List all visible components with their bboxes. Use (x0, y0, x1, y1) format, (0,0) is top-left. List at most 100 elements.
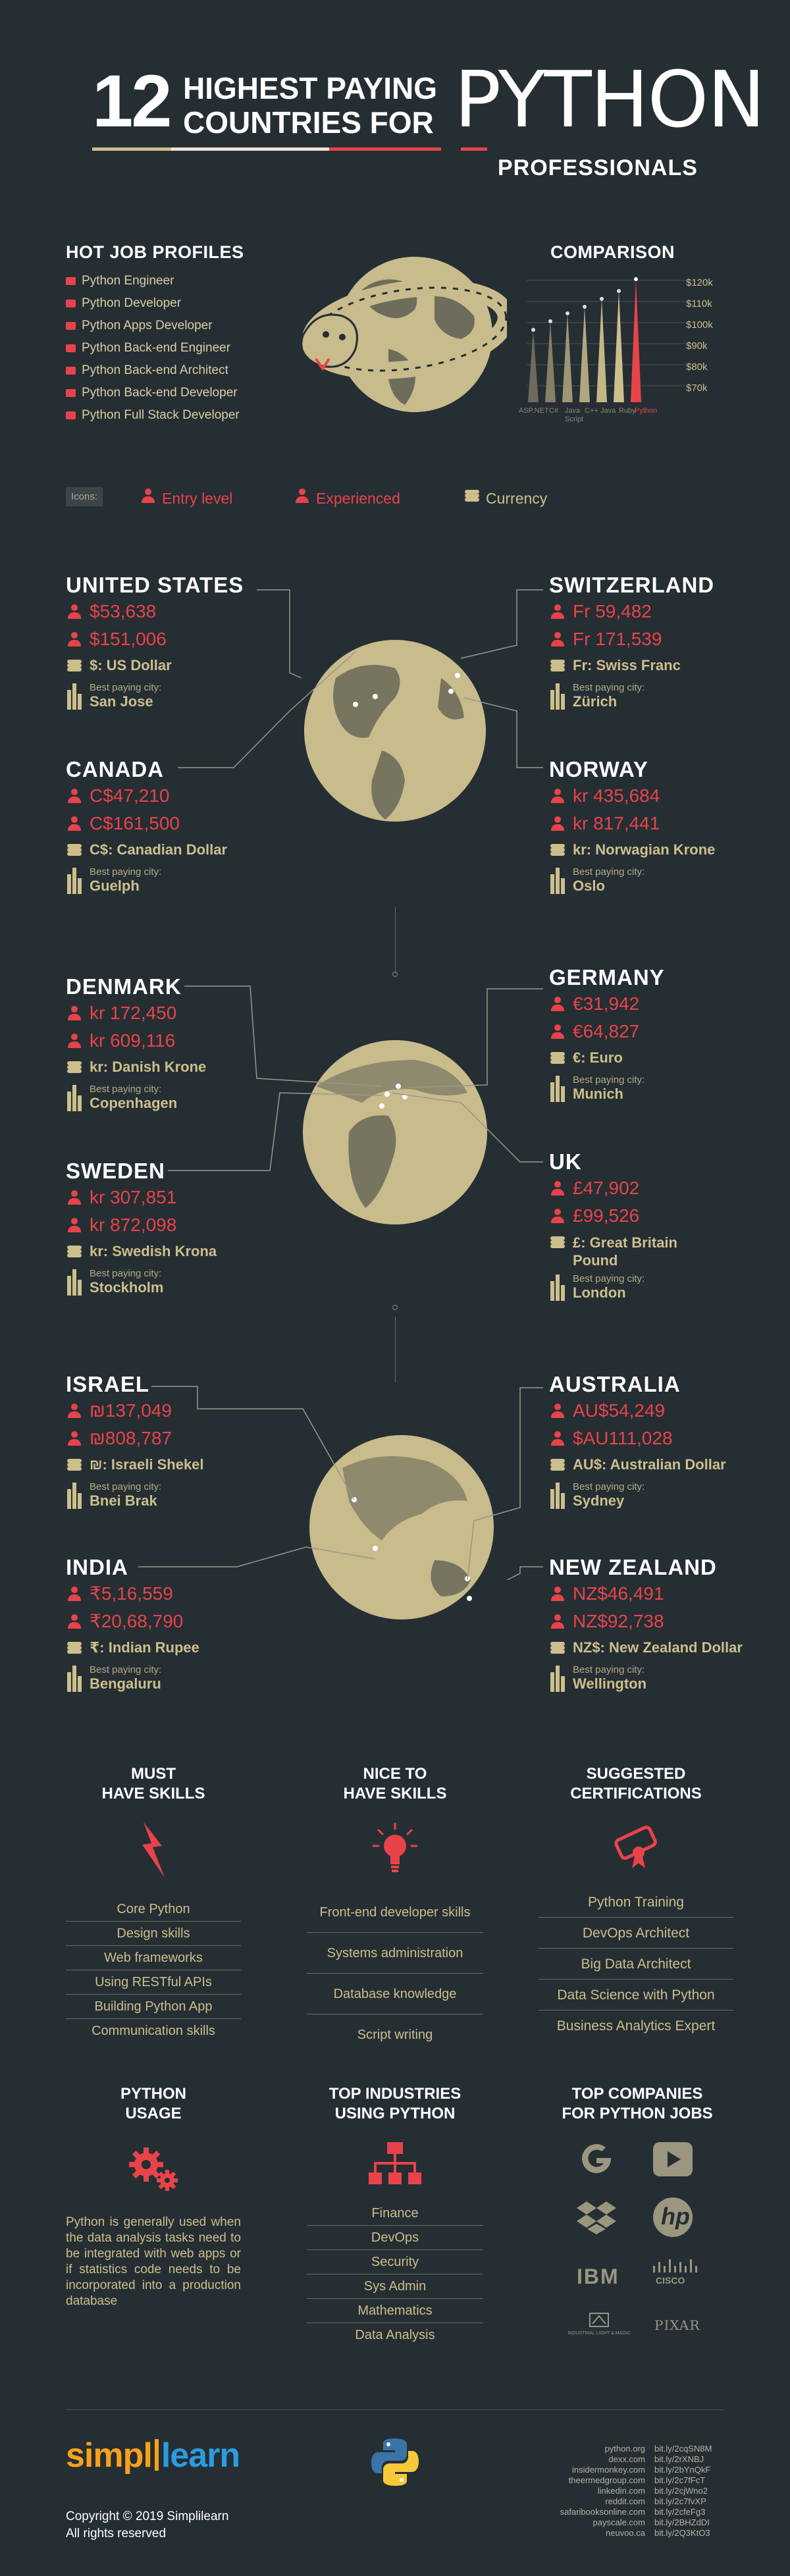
industry-item: Sys Admin (307, 2274, 483, 2299)
lang-label: ASP.NET (519, 407, 549, 415)
simplilearn-logo: simpl learn (66, 2436, 240, 2475)
footer-divider (66, 2409, 724, 2410)
coins-icon (67, 844, 82, 856)
entry-salary: AU$54,249 (549, 1397, 773, 1425)
coins-icon (550, 1642, 565, 1654)
coins-icon (465, 490, 479, 502)
person-icon (67, 1190, 82, 1205)
header-number: 12 (92, 60, 172, 142)
lightbulb-icon (372, 1822, 418, 1872)
industry-item: Data Analysis (355, 2328, 435, 2342)
ref-link[interactable]: bit.ly/2c7fFcT (654, 2475, 706, 2485)
brand-part-a: simpl (66, 2436, 153, 2475)
ilm-logo-text: INDUSTRIAL LIGHT & MAGIC (567, 2331, 631, 2336)
comparison-spike-cpp (579, 307, 590, 402)
currency: €: Euro (549, 1045, 766, 1070)
nice-to-have-section: NICE TO HAVE SKILLS Front-end developer … (307, 1764, 483, 2055)
cisco-logo-text: CISCO (656, 2275, 685, 2286)
nice-title-2: HAVE SKILLS (343, 1785, 447, 1802)
globe-americas (304, 640, 486, 822)
person-icon (67, 789, 82, 803)
companies-section: TOP COMPANIES FOR PYTHON JOBS (539, 2084, 736, 2124)
country-in: INDIA ₹5,16,559 ₹20,68,790 ₹: Indian Rup… (66, 1555, 283, 1693)
tick-label: $80k (686, 361, 708, 373)
ref-link[interactable]: bit.ly/2cqSN8M (654, 2444, 712, 2454)
city-name: Oslo (573, 878, 605, 894)
ref-link[interactable]: bit.ly/2c7fvXP (654, 2496, 706, 2506)
person-icon (67, 1006, 82, 1020)
city-name: Bnei Brak (90, 1492, 157, 1509)
best-paying-label: Best paying city: (90, 1084, 162, 1095)
best-paying-city: Best paying city: Guelph (66, 866, 283, 895)
hp-logo-icon (653, 2197, 693, 2237)
best-paying-label: Best paying city: (90, 866, 162, 878)
skill-item: Core Python (66, 1897, 241, 1922)
comparison-spike-python (631, 279, 641, 402)
companies-title-2: FOR PYTHON JOBS (562, 2105, 713, 2122)
person-icon (141, 488, 155, 503)
country-name: AUSTRALIA (549, 1372, 681, 1396)
experienced-salary: kr 609,116 (66, 1027, 283, 1055)
experienced-salary: kr 872,098 (66, 1211, 283, 1239)
experienced-salary: €64,827 (549, 1018, 766, 1045)
building-icon (550, 1483, 565, 1509)
ref-link[interactable]: bit.ly/2BHZdDI (654, 2517, 710, 2527)
city-name: London (573, 1284, 626, 1301)
lang-label: Java Script (565, 407, 584, 423)
country-name: NORWAY (549, 757, 648, 781)
country-nz: NEW ZEALAND NZ$46,491 NZ$92,738 NZ$: New… (549, 1555, 779, 1693)
best-paying-city: Best paying city: Bengaluru (66, 1664, 283, 1693)
legend-experienced-label: Experienced (316, 490, 400, 507)
building-icon (67, 683, 82, 710)
globe-asia (309, 1435, 494, 1619)
best-paying-city: Best paying city: Wellington (549, 1664, 779, 1693)
job-item: Python Full Stack Developer (66, 404, 290, 427)
city-name: Sydney (573, 1492, 625, 1509)
building-icon (550, 1076, 565, 1102)
country-name: UK (549, 1149, 582, 1174)
person-icon (67, 632, 82, 646)
person-icon (67, 1034, 82, 1048)
ref-site: reddit.com (605, 2496, 645, 2506)
person-icon (550, 1404, 565, 1418)
country-name: GERMANY (549, 965, 665, 989)
ref-link[interactable]: bit.ly/2cfeFg3 (654, 2507, 706, 2517)
person-icon (550, 997, 565, 1011)
reference-row: python.org bit.ly/2cqSN8M (540, 2444, 737, 2454)
country-dk: DENMARK kr 172,450 kr 609,116 kr: Danish… (66, 974, 283, 1112)
entry-salary: ₪137,049 (66, 1397, 283, 1425)
building-icon (67, 1269, 82, 1296)
country-name: SWITZERLAND (549, 573, 715, 597)
city-name: San Jose (90, 693, 153, 710)
building-icon (67, 1483, 82, 1509)
coins-icon (550, 660, 565, 671)
city-name: Bengaluru (90, 1675, 161, 1692)
connector-lines-row2 (168, 986, 543, 1171)
org-chart-icon (369, 2142, 421, 2184)
ref-link[interactable]: bit.ly/2rXNBJ (654, 2454, 704, 2464)
best-paying-city: Best paying city: San Jose (66, 682, 283, 710)
country-name: ISRAEL (66, 1372, 150, 1396)
header-bar-red-2 (461, 147, 487, 151)
person-icon (67, 816, 82, 831)
currency: ₹: Indian Rupee (66, 1635, 283, 1660)
ref-site: insidermonkey.com (571, 2465, 645, 2475)
country-au: AUSTRALIA AU$54,249 $AU111,028 AU$: Aust… (549, 1372, 773, 1510)
lang-label: Java (600, 407, 616, 415)
divider-line (395, 1317, 396, 1382)
usage-title-2: USAGE (125, 2105, 182, 2122)
ref-link[interactable]: bit.ly/2Q3KtO3 (654, 2528, 710, 2538)
ref-link[interactable]: bit.ly/2bYnQkF (654, 2465, 711, 2475)
cisco-logo-icon (653, 2259, 697, 2273)
cert-title-1: SUGGESTED (586, 1765, 686, 1783)
nice-item: Database knowledge (307, 1974, 483, 2014)
legend-currency: Currency (463, 485, 608, 511)
city-name: Stockholm (90, 1279, 164, 1296)
currency: £: Great Britain Pound (549, 1230, 700, 1269)
experienced-salary: $AU111,028 (549, 1425, 773, 1452)
ref-link[interactable]: bit.ly/2cjWno2 (654, 2486, 708, 2496)
country-name: CANADA (66, 757, 164, 781)
best-paying-label: Best paying city: (90, 1664, 162, 1675)
building-icon (550, 1275, 565, 1301)
industries-title-1: TOP INDUSTRIES (329, 2085, 461, 2103)
